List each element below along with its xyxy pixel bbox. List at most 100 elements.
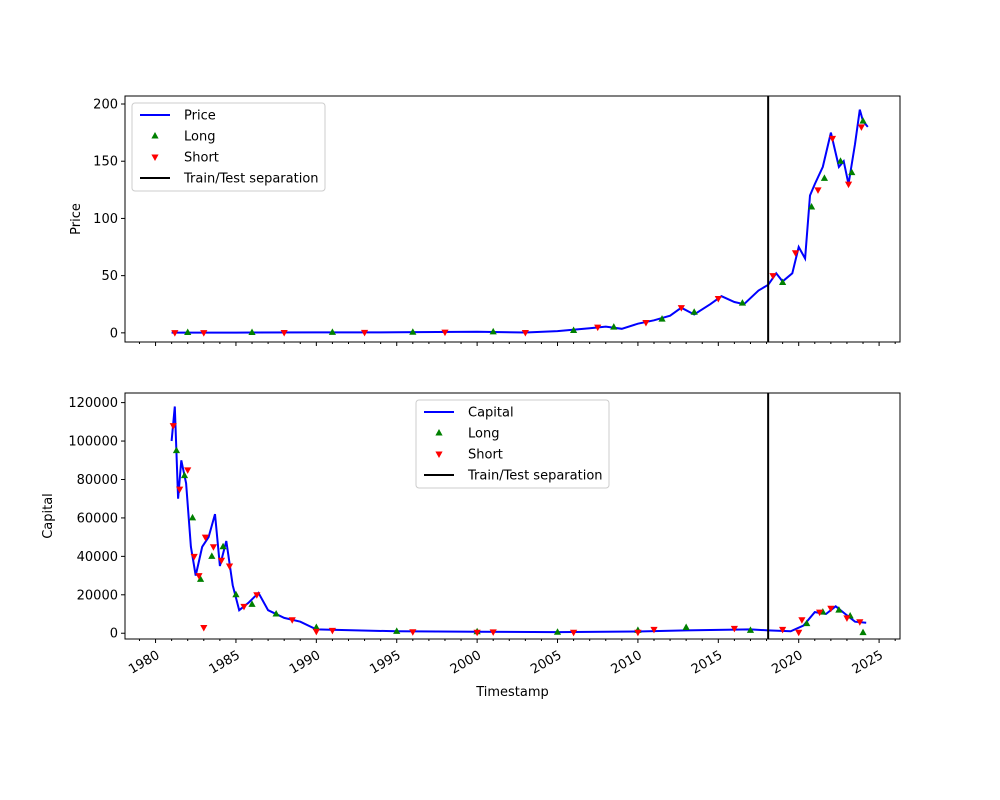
long-marker <box>232 590 240 598</box>
long-marker <box>208 552 216 559</box>
y-tick-label: 0 <box>110 627 118 642</box>
long-marker <box>682 623 690 630</box>
legend-label: Price <box>184 109 216 124</box>
price-chart: 0 50 100 150 200 Price Price Long Short Train/Tes… <box>69 95 901 346</box>
legend-label: Long <box>468 427 499 442</box>
x-tick-label: 2000 <box>448 648 484 678</box>
legend-label: Train/Test separation <box>467 469 603 484</box>
plot-area <box>171 109 869 337</box>
y-tick-label: 60000 <box>77 511 118 526</box>
short-marker <box>828 135 837 143</box>
long-marker <box>219 542 227 550</box>
legend-long-handle <box>435 429 443 436</box>
x-tick-label: 1985 <box>207 648 243 678</box>
short-marker <box>594 324 602 332</box>
short-marker <box>489 629 497 636</box>
y-tick-label: 20000 <box>77 588 118 603</box>
short-marker <box>225 563 234 570</box>
short-marker <box>328 627 337 635</box>
short-marker <box>201 534 209 542</box>
short-marker <box>200 330 208 337</box>
long-marker <box>807 202 816 210</box>
y-tick-label: 100 <box>93 212 118 227</box>
y-tick-label: 150 <box>93 155 118 170</box>
short-marker <box>409 629 417 636</box>
short-marker <box>634 629 642 637</box>
short-marker <box>816 609 824 617</box>
long-marker <box>746 626 755 633</box>
short-marker <box>240 603 248 611</box>
short-marker <box>190 553 198 561</box>
short-marker <box>814 187 822 194</box>
short-marker <box>360 329 369 337</box>
long-marker <box>312 623 320 630</box>
short-marker <box>827 605 835 613</box>
short-marker <box>844 181 853 189</box>
short-marker <box>791 250 800 257</box>
long-marker <box>188 513 197 521</box>
short-marker <box>856 619 864 626</box>
plot-frame <box>124 95 901 343</box>
short-marker <box>769 273 777 280</box>
x-tick-label: 1995 <box>367 648 403 678</box>
plot-area <box>169 406 867 637</box>
x-axis-label: Timestamp <box>475 685 549 700</box>
short-marker <box>642 320 650 327</box>
y-tick-label: 120000 <box>68 396 118 411</box>
x-tick-label: 2010 <box>609 648 645 678</box>
y-tick-label: 80000 <box>77 473 118 488</box>
long-marker <box>393 627 401 634</box>
legend-short-handle <box>435 451 443 458</box>
long-marker <box>569 326 578 334</box>
long-marker <box>836 157 845 164</box>
short-marker <box>288 617 296 624</box>
legend-label: Short <box>468 448 503 463</box>
short-marker <box>195 573 203 580</box>
long-marker <box>690 308 698 315</box>
long-marker <box>738 299 747 306</box>
short-marker <box>441 329 449 337</box>
long-marker <box>328 328 337 335</box>
y-axis-label: Capital <box>41 493 56 539</box>
long-marker <box>489 327 497 335</box>
legend-label: Train/Test separation <box>183 172 319 187</box>
short-marker <box>650 626 658 634</box>
x-tick-label: 2020 <box>769 648 805 678</box>
short-marker <box>169 423 177 430</box>
long-marker <box>658 315 666 322</box>
x-tick-label: 2025 <box>850 648 886 678</box>
short-marker <box>677 305 685 312</box>
short-marker <box>312 628 320 636</box>
x-tick-label: 2005 <box>528 648 564 678</box>
long-marker <box>779 278 787 286</box>
short-marker <box>217 557 226 565</box>
x-tick-label: 2015 <box>689 648 725 678</box>
x-tick-label: 1980 <box>126 648 162 678</box>
short-marker <box>730 625 738 633</box>
y-tick-label: 100000 <box>68 435 118 450</box>
legend-short-handle <box>151 154 159 161</box>
legend: Price Long Short Train/Test separation <box>131 102 326 192</box>
short-marker <box>200 624 208 632</box>
capital-chart: 0 20000 40000 60000 80000 100000 120000 1980 198… <box>41 392 901 700</box>
short-marker <box>779 626 787 634</box>
long-marker <box>180 471 189 479</box>
long-marker <box>172 446 181 454</box>
short-marker <box>473 629 481 637</box>
long-marker <box>409 328 417 335</box>
short-marker <box>176 486 184 494</box>
legend-label: Short <box>184 151 219 166</box>
short-marker <box>843 615 851 622</box>
short-marker <box>209 544 218 551</box>
legend-long-handle <box>151 132 159 139</box>
x-tick-label: 1990 <box>287 648 323 678</box>
short-marker <box>280 330 288 337</box>
short-marker <box>569 629 578 637</box>
long-marker <box>848 168 856 176</box>
short-marker <box>714 296 722 303</box>
short-marker <box>857 124 866 131</box>
short-marker <box>798 617 806 624</box>
short-marker <box>171 330 179 337</box>
long-marker <box>248 328 256 336</box>
